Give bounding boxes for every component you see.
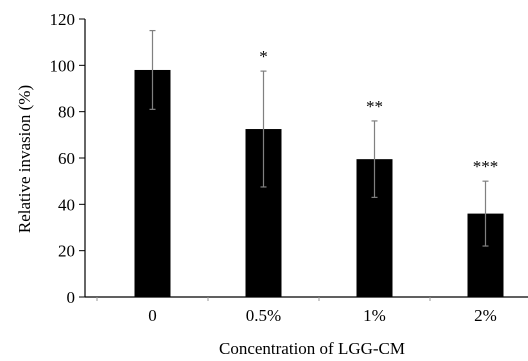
x-tick-label: 0.5%	[246, 306, 281, 325]
y-tick-label: 100	[50, 56, 76, 75]
y-ticks: 0 20 40 60 80 100 120	[50, 10, 85, 307]
significance-marks: ******	[259, 47, 498, 176]
significance-label: ***	[473, 157, 499, 176]
y-axis-label: Relative invasion (%)	[15, 85, 34, 233]
y-tick-label: 0	[67, 288, 76, 307]
x-tick-label: 2%	[474, 306, 497, 325]
significance-label: *	[259, 47, 268, 66]
y-tick-label: 20	[58, 242, 75, 261]
y-tick-label: 40	[58, 195, 75, 214]
y-tick-label: 80	[58, 103, 75, 122]
y-tick-label: 60	[58, 149, 75, 168]
x-tick-label: 0	[148, 306, 157, 325]
x-tick-label: 1%	[363, 306, 386, 325]
y-tick-label: 120	[50, 10, 76, 29]
significance-label: **	[366, 97, 383, 116]
error-bars	[149, 29, 489, 247]
x-ticks: 0 0.5% 1% 2%	[96, 297, 497, 325]
x-axis-label: Concentration of LGG-CM	[219, 339, 405, 358]
bars	[134, 69, 504, 297]
